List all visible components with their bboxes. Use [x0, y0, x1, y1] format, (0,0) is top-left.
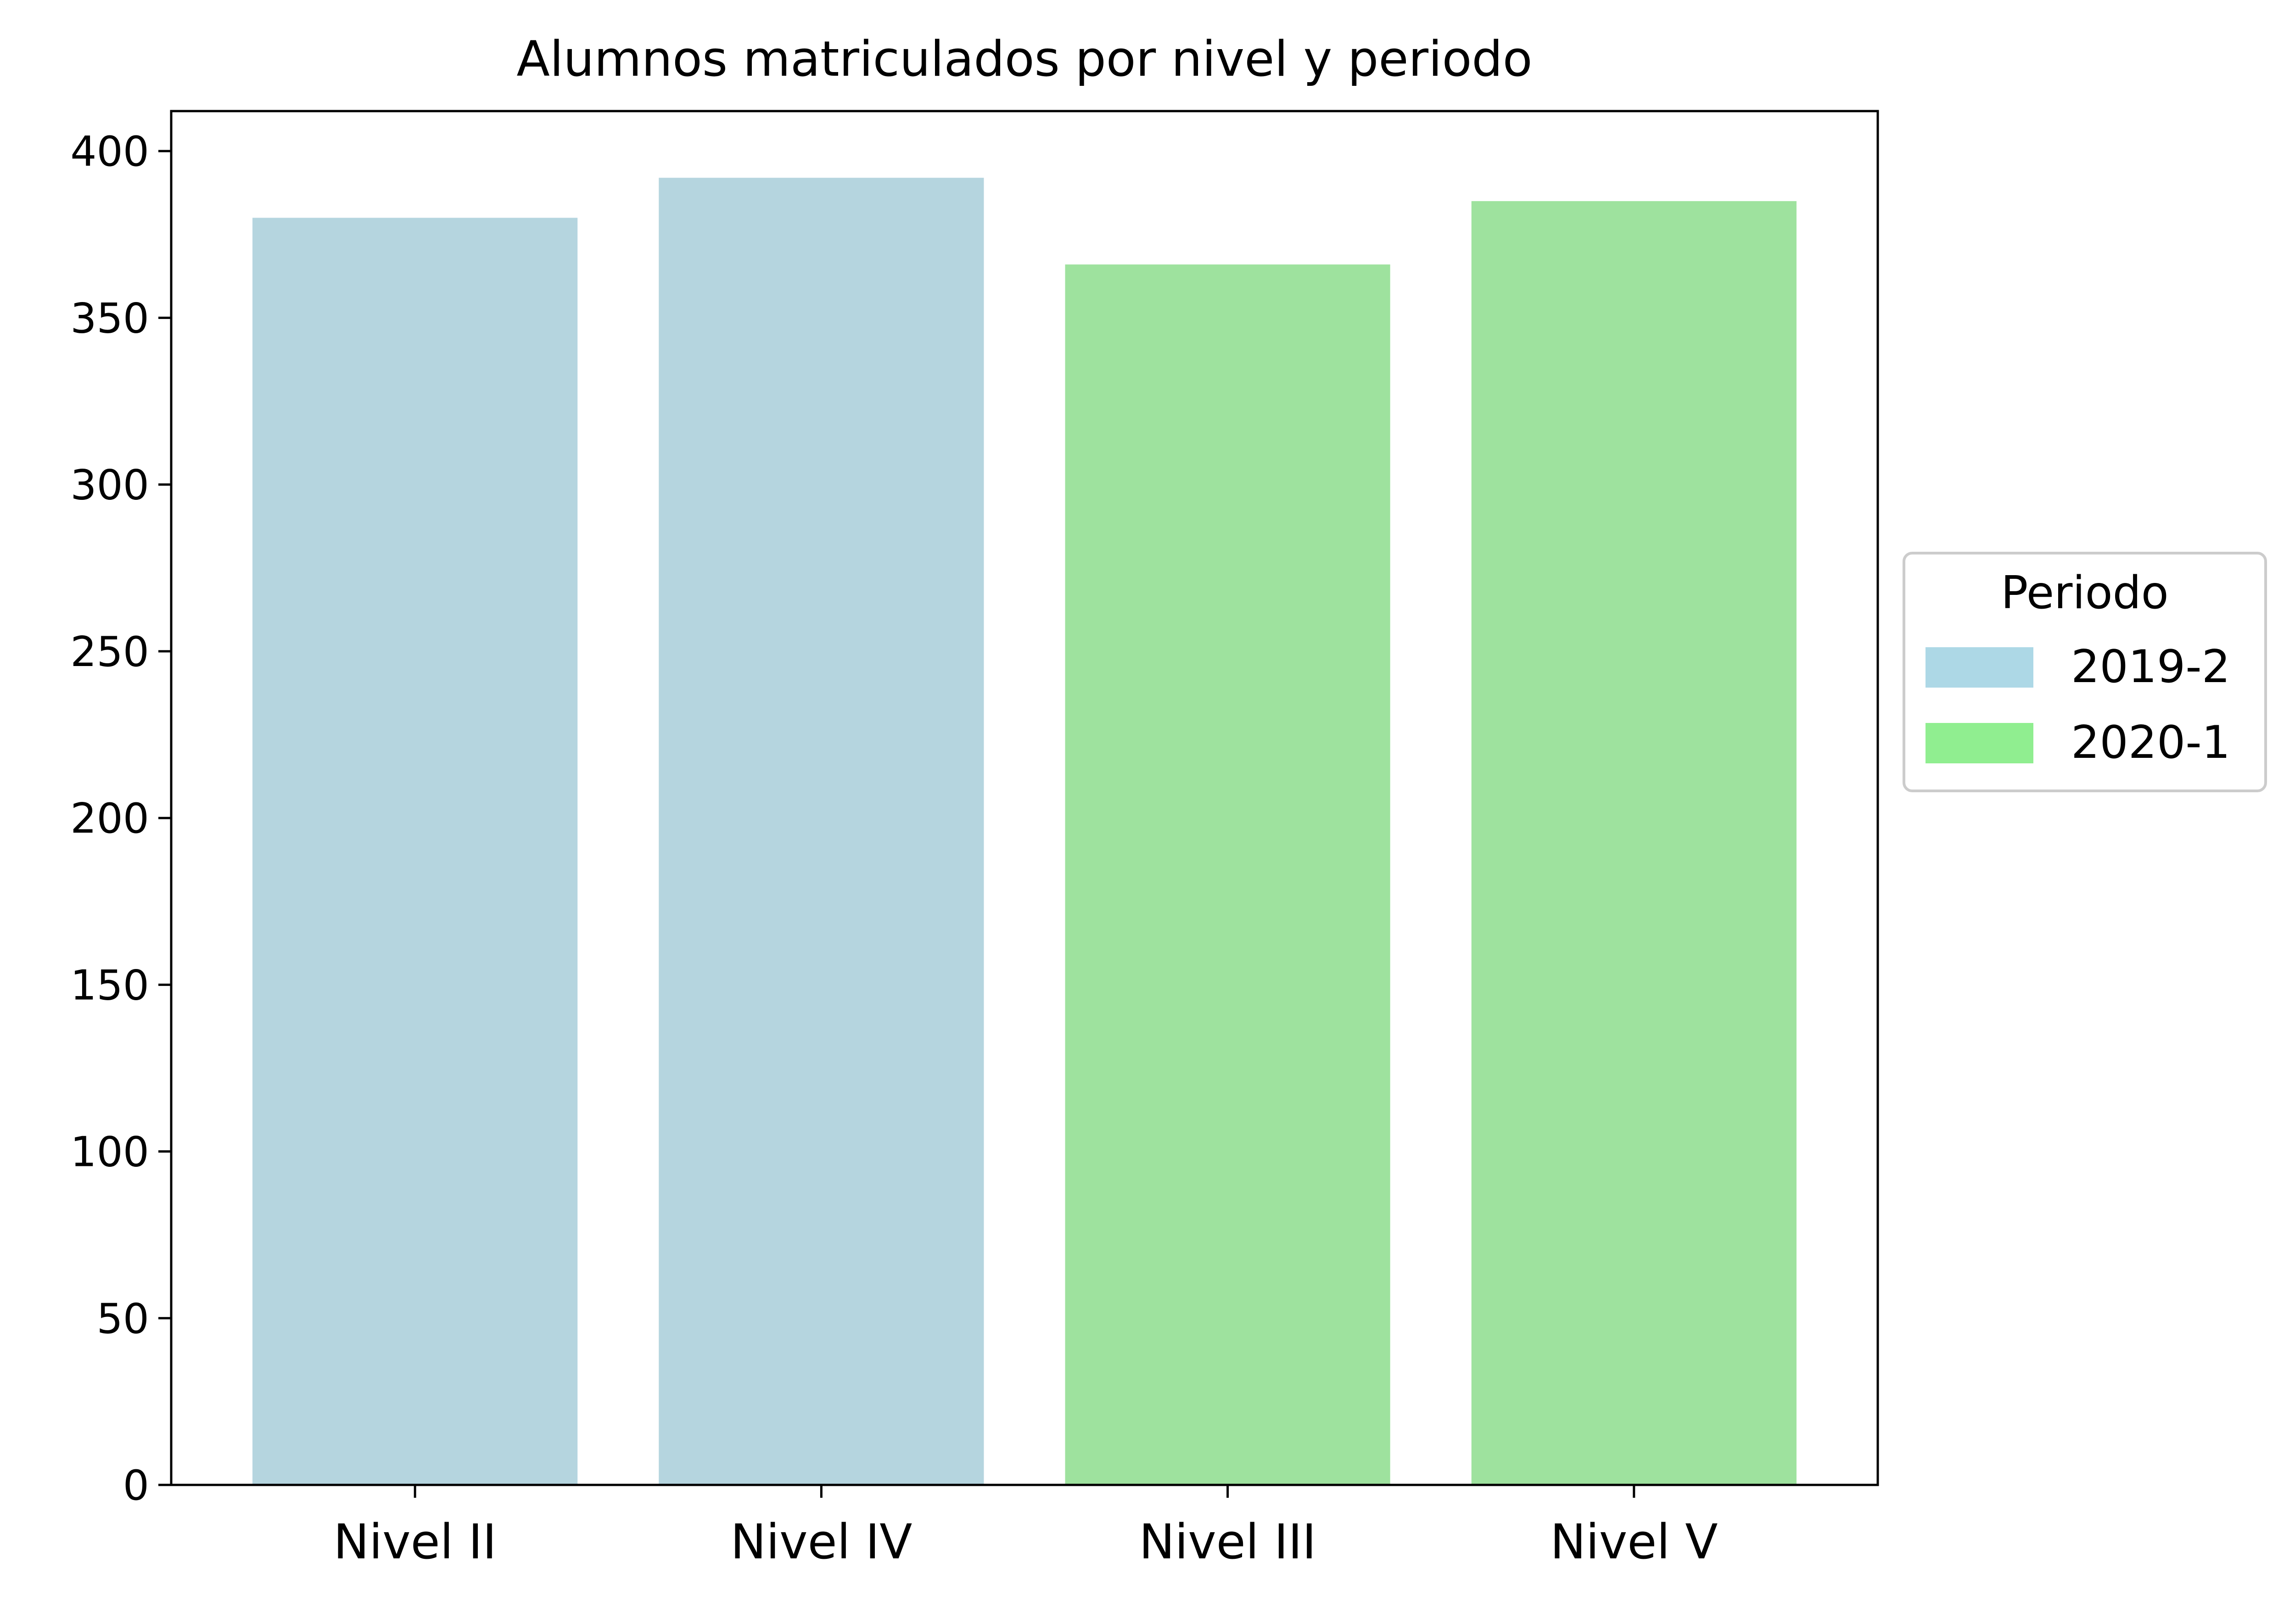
x-tick-label: Nivel V — [1550, 1514, 1718, 1570]
x-axis: Nivel II Nivel IV Nivel III Nivel V — [333, 1485, 1718, 1570]
x-tick-label: Nivel II — [333, 1514, 497, 1570]
bar-nivel-v — [1471, 201, 1797, 1485]
legend-entries: 2019-2 2020-1 — [1926, 641, 2230, 769]
bar-nivel-ii — [252, 218, 578, 1485]
bar-nivel-iii — [1065, 264, 1390, 1485]
plot-frame — [170, 110, 1879, 1486]
y-tick-label: 200 — [70, 795, 149, 843]
y-tick-label: 300 — [70, 461, 149, 510]
y-tick-label: 150 — [70, 961, 149, 1009]
y-tick-label: 250 — [70, 628, 149, 676]
legend: Periodo 2019-2 2020-1 — [1903, 552, 2267, 792]
y-tick-label: 350 — [70, 294, 149, 342]
y-tick-label: 100 — [70, 1128, 149, 1176]
bar-nivel-iv — [659, 178, 984, 1485]
legend-label: 2020-1 — [2071, 717, 2230, 769]
x-tick-label: Nivel IV — [730, 1514, 912, 1570]
y-tick-label: 0 — [123, 1462, 149, 1510]
x-tick-label: Nivel III — [1139, 1514, 1316, 1570]
bars-group — [252, 178, 1797, 1485]
legend-swatch-2019-2 — [1926, 647, 2033, 688]
legend-title: Periodo — [2001, 567, 2169, 619]
legend-swatch-2020-1 — [1926, 723, 2033, 763]
y-tick-label: 50 — [96, 1295, 149, 1343]
y-axis: 0 50 100 150 200 250 300 350 400 — [70, 128, 171, 1510]
y-tick-label: 400 — [70, 128, 149, 176]
legend-label: 2019-2 — [2071, 641, 2230, 693]
chart-title: Alumnos matriculados por nivel y periodo — [516, 31, 1532, 87]
